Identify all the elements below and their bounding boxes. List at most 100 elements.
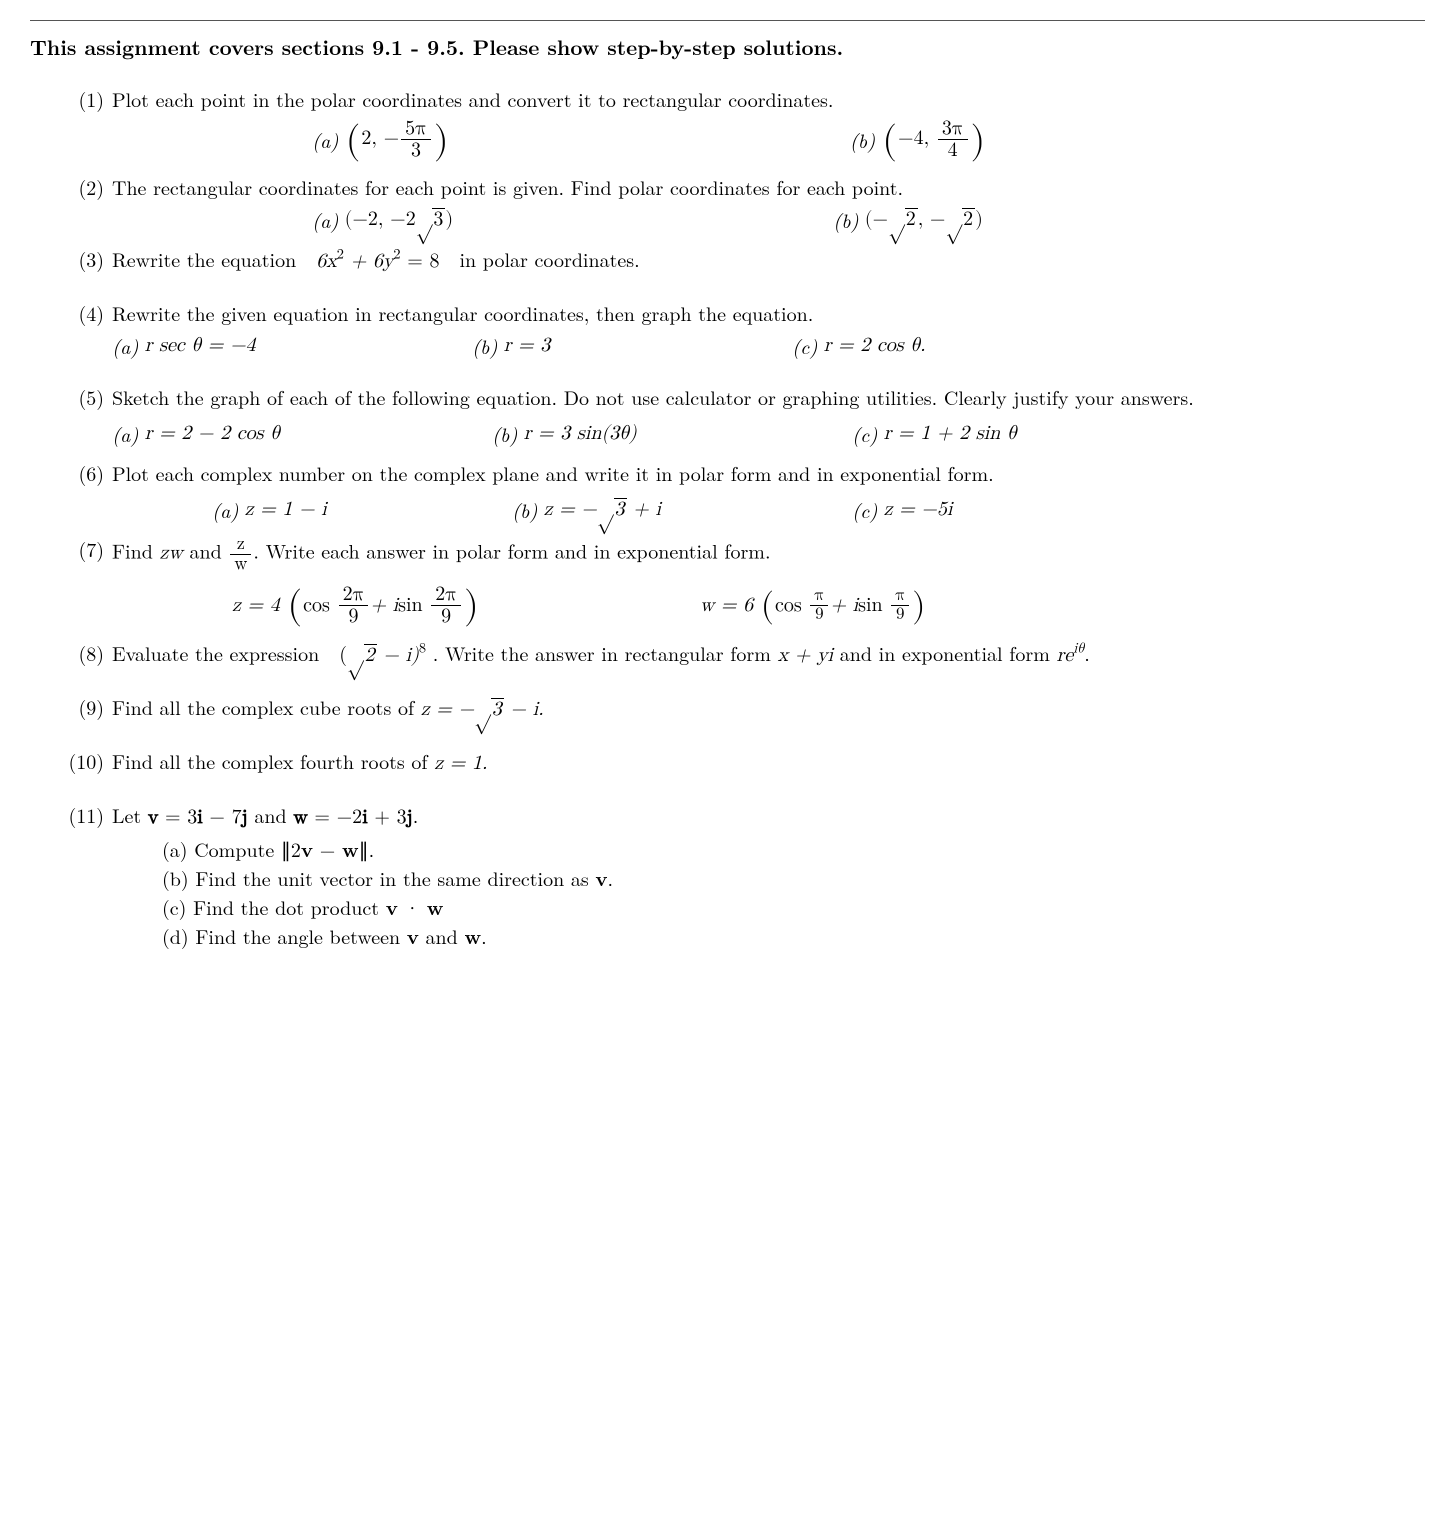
p3-sq1: 2	[337, 247, 344, 262]
p7-cos1: cos	[303, 592, 330, 619]
problem-text: Rewrite the given equation in rectangula…	[112, 299, 1425, 326]
p11-wm: + 3	[368, 807, 407, 827]
p8-mid: − i)	[377, 645, 419, 665]
p7-text-a: Find	[112, 536, 160, 565]
p3-eq: 6x	[316, 251, 337, 271]
p11d-dot: .	[481, 921, 487, 950]
problem-number: (1)	[60, 85, 112, 161]
problem-text: The rectangular coordinates for each poi…	[112, 173, 1425, 200]
p8-itheta: iθ	[1073, 641, 1084, 656]
part-label: (b)	[492, 420, 518, 447]
p6c: z = −5i	[884, 496, 953, 523]
p8-ta: Evaluate the expression (	[112, 638, 347, 667]
problem-number: (2)	[60, 173, 112, 233]
part-label: (c)	[792, 332, 818, 359]
problem-number: (9)	[60, 693, 112, 723]
p3-plus: + 6y	[344, 251, 393, 271]
p2a-end: )	[445, 209, 453, 229]
part-label: (a)	[112, 332, 139, 359]
p7-zden2: 9	[431, 606, 461, 627]
p2b-pre: (−	[865, 209, 888, 229]
p11-weq: = −2	[308, 807, 362, 827]
p2a-pre: (−2, −2	[345, 209, 416, 229]
problem-7: (7) Find zw and zw. Write each answer in…	[60, 535, 1425, 627]
problem-2: (2) The rectangular coordinates for each…	[60, 173, 1425, 233]
p7-fnum: z	[230, 535, 251, 555]
p11a-v: v	[301, 834, 313, 863]
p7-z-head: z = 4	[232, 592, 280, 619]
p6b-rad: 3	[614, 498, 627, 519]
problem-4: (4) Rewrite the given equation in rectan…	[60, 299, 1425, 359]
p2b-end: )	[975, 209, 983, 229]
p4b: r = 3	[504, 332, 551, 359]
p7-isin2: + i	[830, 592, 858, 619]
p7-sin2: sin	[858, 592, 883, 619]
p6b-post: + i	[627, 499, 661, 519]
p11-vm: − 7	[203, 807, 242, 827]
p11-veq: = 3	[158, 807, 197, 827]
part-label: (b)	[833, 206, 859, 233]
p11d: Find the angle between	[195, 921, 406, 950]
p1b-den: 4	[938, 140, 968, 161]
problem-5: (5) Sketch the graph of each of the foll…	[60, 383, 1425, 447]
p11a-mid: −	[313, 834, 342, 863]
p7-sin1: sin	[398, 592, 423, 619]
p11b-v: v	[595, 863, 607, 892]
p5a: r = 2 − 2 cos θ	[145, 420, 280, 447]
p7-fden: w	[230, 555, 251, 574]
p11c-lbl: (c)	[162, 892, 186, 921]
p5b: r = 3 sin(3θ)	[524, 420, 637, 447]
p7-isin1: + i	[370, 592, 398, 619]
p7-zw: zw	[160, 543, 183, 563]
problem-number: (10)	[60, 747, 112, 777]
p1b-num: 3π	[938, 118, 968, 140]
p8-tb: . Write the answer in rectangular form	[426, 638, 778, 667]
part-label: (c)	[852, 420, 878, 447]
p11d-and: and	[419, 921, 465, 950]
p11a-post: ∥.	[359, 834, 375, 863]
p5c: r = 1 + 2 sin θ	[884, 420, 1017, 447]
p11b-dot: .	[608, 863, 614, 892]
p9-eq: z = −	[421, 699, 474, 719]
p8-re: re	[1057, 645, 1074, 665]
problem-number: (7)	[60, 535, 112, 627]
p11-ta: Let	[112, 800, 148, 829]
p11-dot: .	[413, 800, 419, 829]
p3-eq2: = 8	[401, 251, 440, 271]
p8-tc: and in exponential form	[833, 638, 1056, 667]
p11-w1: w	[293, 807, 307, 827]
p1a-num: 5π	[401, 118, 431, 140]
problem-3: (3) Rewrite the equation 6x2 + 6y2 = 8 i…	[60, 245, 1425, 275]
p11a-lbl: (a)	[162, 834, 188, 863]
p8-xy: x + yi	[778, 645, 834, 665]
problem-number: (5)	[60, 383, 112, 447]
p7-wden2: 9	[891, 606, 909, 624]
problem-number: (6)	[60, 459, 112, 523]
p2b-rad2: 2	[962, 208, 975, 229]
problem-6: (6) Plot each complex number on the comp…	[60, 459, 1425, 523]
p11d-w: w	[464, 921, 481, 950]
p7-znum2: 2π	[431, 584, 461, 606]
p3-sq2: 2	[393, 247, 400, 262]
p11c: Find the dot product	[193, 892, 386, 921]
p6b-pre: z = −	[544, 499, 597, 519]
p11d-v: v	[407, 921, 419, 950]
problem-text: Plot each complex number on the complex …	[112, 459, 1425, 486]
problem-number: (4)	[60, 299, 112, 359]
problem-9: (9) Find all the complex cube roots of z…	[60, 693, 1425, 723]
part-label: (c)	[852, 496, 878, 523]
p11d-lbl: (d)	[162, 921, 189, 950]
p11b-lbl: (b)	[162, 863, 189, 892]
part-label: (b)	[512, 496, 538, 523]
p11c-mid: ·	[398, 892, 427, 921]
p4c: r = 2 cos θ.	[824, 332, 926, 359]
p7-cos2: cos	[775, 592, 802, 619]
p2b-mid: , −	[918, 209, 946, 229]
part-label: (b)	[850, 126, 876, 153]
p3-text-b: in polar coordinates.	[439, 244, 639, 273]
part-label: (a)	[212, 496, 239, 523]
assignment-heading: This assignment covers sections 9.1 - 9.…	[30, 33, 1425, 61]
problem-text: Plot each point in the polar coordinates…	[112, 85, 1425, 112]
p1b-r: −4,	[898, 128, 929, 148]
p9-ta: Find all the complex cube roots of	[112, 692, 421, 721]
